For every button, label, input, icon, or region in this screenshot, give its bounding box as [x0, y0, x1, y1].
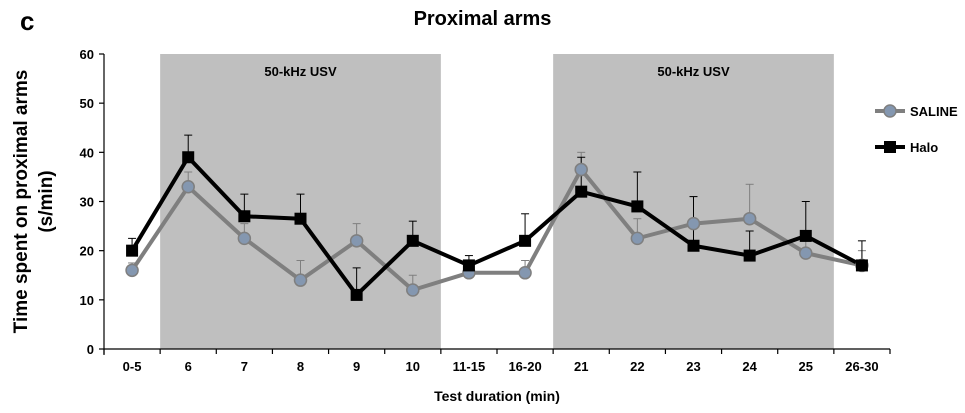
- axes: 0 10 20 30 40 50 60 0-5 6 7 8 9 10 11-15 16-20 21 22 23 24…: [80, 47, 891, 374]
- series-lines: [130, 155, 863, 297]
- data-point: [294, 212, 307, 225]
- data-point: [630, 231, 645, 246]
- x-tick-label: 10: [406, 359, 420, 374]
- legend-label: Halo: [910, 140, 938, 155]
- x-tick-label: 8: [297, 359, 304, 374]
- shaded-regions: 50-kHz USV 50-kHz USV: [160, 54, 834, 349]
- legend-marker: [884, 141, 896, 153]
- y-tick-label: 60: [80, 47, 94, 62]
- data-point: [686, 216, 701, 231]
- data-point: [181, 180, 195, 194]
- chart-title: Proximal arms: [413, 8, 552, 30]
- data-point: [631, 200, 644, 213]
- shaded-region-label: 50-kHz USV: [264, 64, 337, 79]
- data-point: [125, 263, 139, 278]
- data-point: [126, 244, 139, 257]
- y-tick-label: 0: [87, 342, 94, 357]
- y-tick-label: 10: [80, 293, 94, 308]
- data-point: [238, 210, 251, 223]
- markers: [125, 151, 869, 301]
- data-point: [687, 239, 700, 252]
- data-point: [743, 249, 756, 262]
- x-tick-label: 9: [353, 359, 360, 374]
- data-point: [462, 259, 475, 272]
- x-tick-label: 24: [742, 359, 757, 374]
- data-point: [406, 234, 419, 247]
- data-point: [855, 259, 868, 272]
- series-line-saline: [130, 167, 863, 292]
- series-line-halo: [130, 155, 863, 297]
- x-tick-label: 7: [241, 359, 248, 374]
- y-axis-title-line-2: (s/min): [36, 170, 57, 232]
- x-tick-label: 16-20: [508, 359, 541, 374]
- data-point: [182, 151, 195, 164]
- y-axis-title-line-1: Time spent on proximal arms: [11, 70, 32, 334]
- x-tick-label: 25: [799, 359, 813, 374]
- legend: SALINE Halo: [875, 104, 958, 155]
- x-tick-label: 6: [185, 359, 192, 374]
- data-point: [350, 288, 363, 301]
- data-point: [349, 234, 364, 248]
- x-tick-label: 0-5: [123, 359, 142, 374]
- y-tick-label: 20: [80, 244, 94, 259]
- y-tick-label: 30: [80, 195, 94, 210]
- data-point: [574, 162, 588, 177]
- shaded-region-label: 50-kHz USV: [657, 64, 730, 79]
- data-point: [406, 283, 420, 297]
- axis-labels: Test duration (min) Time spent on proxima…: [11, 70, 560, 404]
- data-point: [519, 234, 532, 247]
- data-point: [575, 185, 588, 198]
- x-tick-label: 22: [630, 359, 644, 374]
- data-point: [237, 231, 252, 246]
- panel-letter: c: [20, 6, 35, 36]
- x-axis-title: Test duration (min): [434, 388, 560, 404]
- data-point: [293, 273, 308, 287]
- data-point: [742, 211, 757, 226]
- y-tick-label: 40: [80, 145, 94, 160]
- x-tick-label: 11-15: [453, 359, 486, 374]
- x-tick-label: 23: [686, 359, 700, 374]
- x-tick-label: 21: [574, 359, 588, 374]
- legend-label: SALINE: [910, 104, 958, 119]
- data-point: [518, 266, 532, 280]
- y-tick-label: 50: [80, 96, 94, 111]
- legend-marker: [883, 104, 897, 118]
- x-tick-label: 26-30: [845, 359, 878, 374]
- data-point: [799, 246, 813, 260]
- data-point: [799, 229, 812, 242]
